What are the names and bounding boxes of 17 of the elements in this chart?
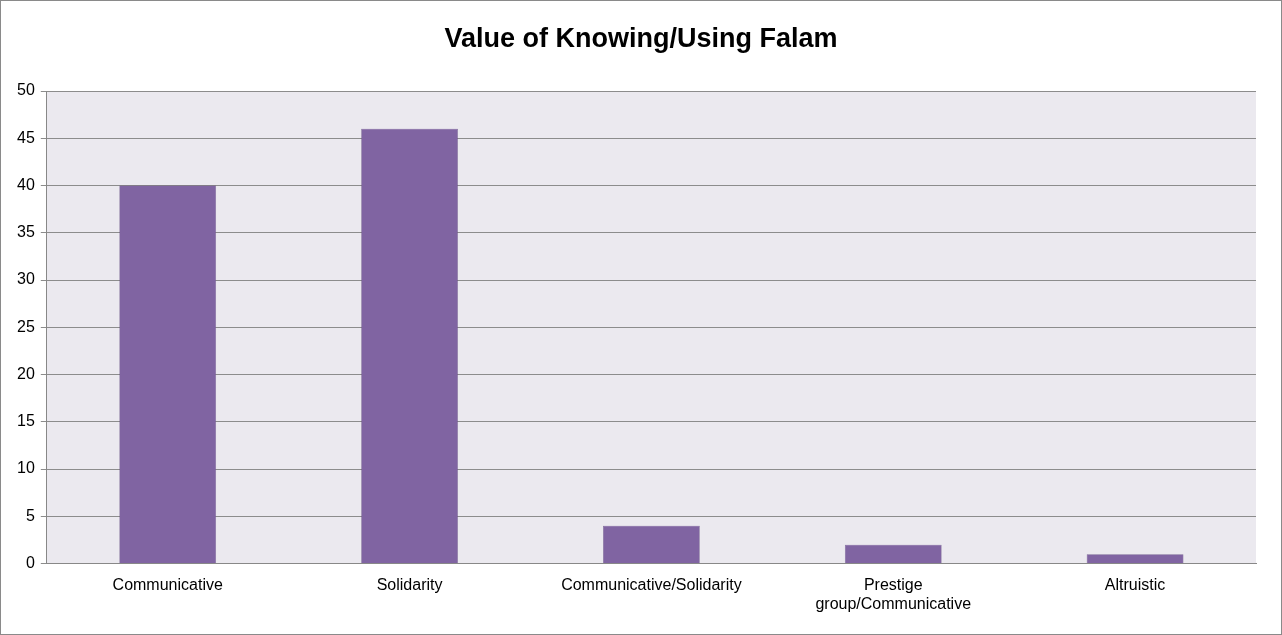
x-tick-label: Solidarity bbox=[376, 575, 443, 593]
x-tick-label: Prestige group/Communicative bbox=[815, 575, 972, 612]
y-tick-label: 30 bbox=[17, 270, 35, 288]
y-tick-label: 0 bbox=[25, 554, 35, 572]
x-tick-label: Communicative bbox=[112, 575, 223, 593]
y-tick-label: 20 bbox=[17, 364, 35, 382]
y-tick-label: 40 bbox=[17, 175, 35, 193]
y-tick-label: 15 bbox=[17, 412, 35, 430]
y-tick-label: 5 bbox=[25, 506, 35, 524]
chart-title: Value of Knowing/Using Falam bbox=[443, 23, 839, 54]
y-tick-label: 35 bbox=[17, 223, 35, 241]
x-tick-label: Communicative/Solidarity bbox=[561, 575, 742, 593]
y-tick-label: 50 bbox=[17, 81, 35, 99]
x-tick-label: Altruistic bbox=[1104, 575, 1166, 593]
y-tick-label: 45 bbox=[17, 128, 35, 146]
y-tick-label: 10 bbox=[17, 459, 35, 477]
y-tick-label: 25 bbox=[17, 317, 35, 335]
